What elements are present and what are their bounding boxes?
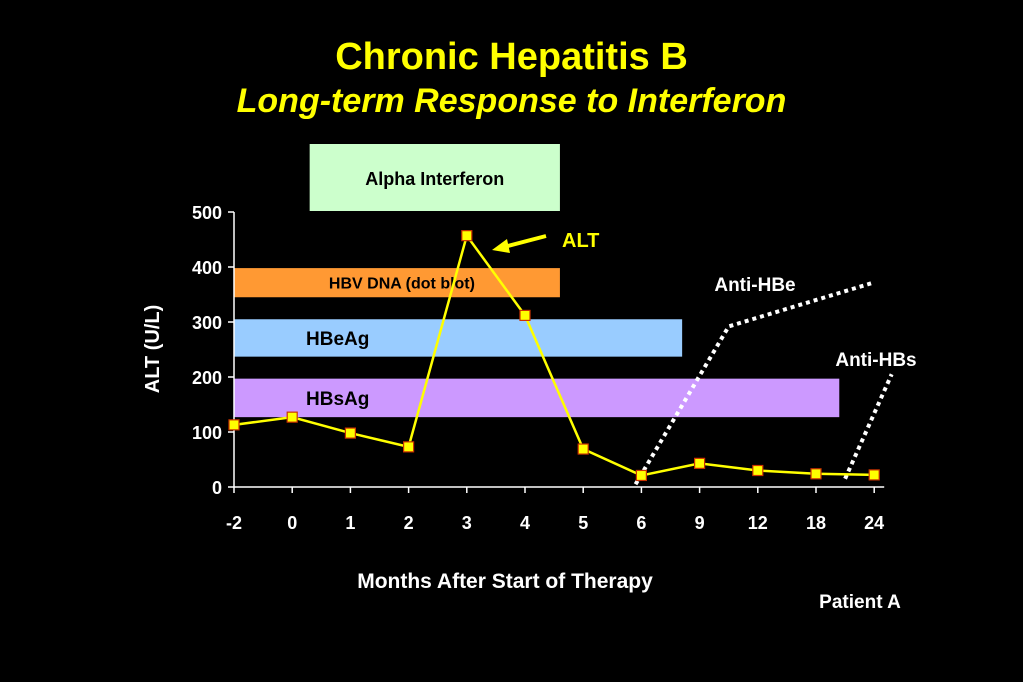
- x-axis-title: Months After Start of Therapy: [357, 570, 653, 593]
- y-tick-label: 200: [192, 368, 222, 388]
- alt-point: [519, 309, 531, 321]
- alt-point: [868, 469, 880, 481]
- y-tick-label: 300: [192, 313, 222, 333]
- y-tick-label: 0: [212, 478, 222, 498]
- alt-point: [577, 443, 589, 455]
- alt-point: [286, 411, 298, 423]
- anti-hbs-label: Anti-HBs: [835, 350, 916, 371]
- bar-hbeag: [234, 319, 683, 357]
- alt-point: [752, 464, 764, 477]
- interferon-box: [309, 144, 560, 211]
- x-tick-label: 0: [287, 513, 297, 533]
- y-axis-title: ALT (U/L): [142, 305, 164, 394]
- anti-hbe-label: Anti-HBe: [714, 275, 795, 296]
- slide-title: Chronic Hepatitis B: [335, 36, 688, 78]
- alt-point: [403, 441, 415, 453]
- patient-label: Patient A: [819, 592, 901, 613]
- slide-subtitle: Long-term Response to Interferon: [236, 82, 787, 120]
- bar-label-hbsag: HBsAg: [306, 389, 369, 410]
- x-tick-label: -2: [226, 513, 242, 533]
- bar-hbsag: [234, 378, 840, 418]
- x-tick-label: 12: [748, 513, 768, 533]
- bar-label-hbv_dna: HBV DNA (dot blot): [329, 276, 475, 293]
- alt-arrowhead: [492, 239, 510, 253]
- bar-label-hbeag: HBeAg: [306, 329, 369, 350]
- anti-hbs-line: [843, 373, 894, 480]
- x-tick-label: 2: [404, 513, 414, 533]
- x-tick-label: 4: [520, 513, 530, 533]
- alt-point: [344, 427, 356, 439]
- annotations: Anti-HBe Anti-HBs ALT: [492, 230, 917, 371]
- alt-point: [635, 469, 648, 482]
- interferon-label: Alpha Interferon: [365, 169, 504, 189]
- y-tick-label: 400: [192, 258, 222, 278]
- alt-point: [228, 419, 240, 431]
- status-bars: Alpha Interferon HBV DNA (dot blot) HBeAg H…: [234, 144, 840, 418]
- x-tick-label: 18: [806, 513, 826, 533]
- y-tick-label: 100: [192, 423, 222, 443]
- x-tick-label: 9: [695, 513, 705, 533]
- alt-label: ALT: [562, 230, 599, 252]
- alt-arrow: [503, 234, 547, 249]
- x-tick-label: 5: [578, 513, 588, 533]
- alt-point: [461, 230, 473, 242]
- x-tick-label: 24: [864, 513, 884, 533]
- series-line-alt: [233, 232, 875, 477]
- bar-hbv_dna: [234, 268, 560, 298]
- x-tick-label: 3: [462, 513, 472, 533]
- series-lines: [228, 230, 894, 486]
- alt-point: [810, 468, 822, 480]
- x-tick-label: 6: [636, 513, 646, 533]
- alt-point: [693, 457, 706, 469]
- x-tick-label: 1: [345, 513, 355, 533]
- y-tick-label: 500: [192, 203, 222, 223]
